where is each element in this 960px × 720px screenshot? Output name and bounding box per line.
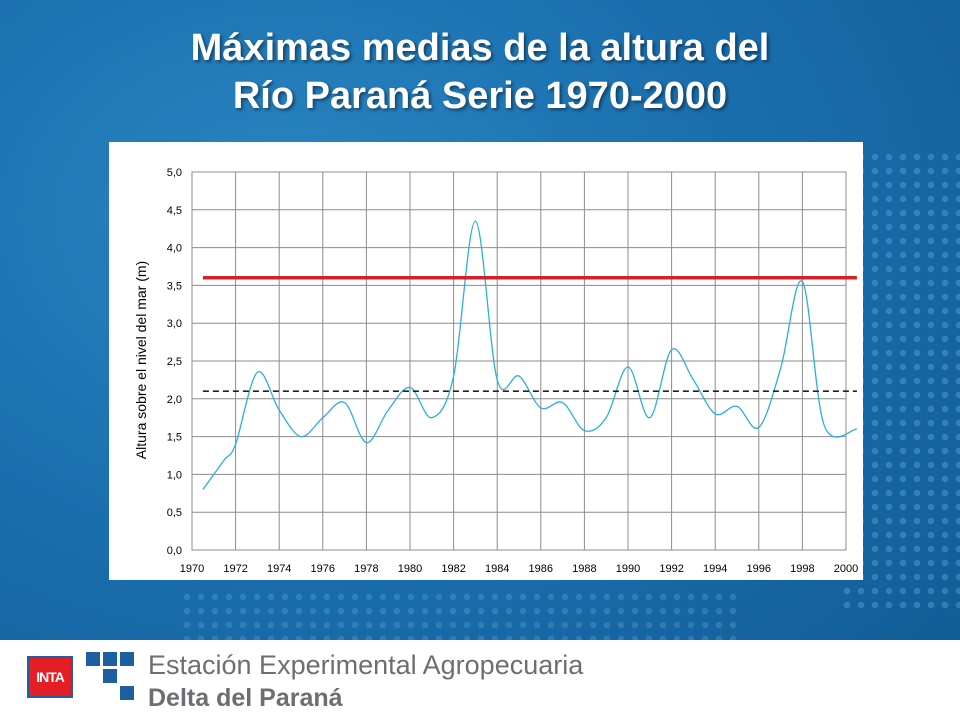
x-tick-label: 1998 <box>790 563 814 575</box>
x-tick-label: 1990 <box>616 563 640 575</box>
x-tick-label: 1974 <box>267 563 291 575</box>
y-tick-label: 0,5 <box>167 507 182 519</box>
x-tick-label: 1986 <box>529 563 553 575</box>
y-tick-label: 3,0 <box>167 318 182 330</box>
x-tick-label: 1978 <box>354 563 378 575</box>
line-chart: 0,00,51,01,52,02,53,03,54,04,55,0 1970 19… <box>133 167 858 575</box>
y-tick-label: 2,0 <box>167 394 182 406</box>
x-axis: 1970 1972 1974 1976 1978 1980 1982 1984 1986 1988… <box>180 563 858 575</box>
x-tick-label: 1970 <box>180 563 204 575</box>
x-tick-label: 1980 <box>398 563 422 575</box>
slide-title: Máximas medias de la altura del Río Para… <box>40 24 920 120</box>
y-tick-label: 2,5 <box>167 356 182 368</box>
series-layer <box>202 220 858 490</box>
y-tick-label: 3,5 <box>167 280 182 292</box>
chart-panel: 0,0 0,5 1,0 1,5 2,0 2,5 3,0 3,5 4,0 4,5 5,0 1970 19… <box>109 142 863 580</box>
inta-logo: INTA <box>27 656 73 698</box>
y-tick-label: 4,5 <box>167 205 182 217</box>
y-tick-label: 5,0 <box>167 167 182 179</box>
grid <box>191 171 847 551</box>
x-tick-label: 1996 <box>747 563 771 575</box>
slide-title-line2: Río Paraná Serie 1970-2000 <box>232 75 728 117</box>
y-axis-label: Altura sobre el nivel del mar (m) <box>133 261 149 459</box>
y-tick-label: 0,0 <box>167 545 182 557</box>
x-tick-label: 1976 <box>311 563 335 575</box>
x-tick-label: 1982 <box>441 563 465 575</box>
x-tick-label: 1972 <box>223 563 247 575</box>
x-tick-label: 1992 <box>659 563 683 575</box>
series-line-altura <box>202 220 858 490</box>
y-tick-label: 1,0 <box>167 469 182 481</box>
org-location: Delta del Paraná <box>148 684 343 712</box>
x-tick-label: 1984 <box>485 563 509 575</box>
y-axis: 0,0 0,5 1,0 1,5 2,0 2,5 3,0 3,5 4,0 4,5 5,0 <box>167 167 182 557</box>
eea-logo-icon <box>86 652 134 700</box>
x-tick-label: 2000 <box>834 563 858 575</box>
y-tick-label: 4,0 <box>167 243 182 255</box>
decorative-dots <box>180 590 740 640</box>
org-name: Estación Experimental Agropecuaria <box>148 650 584 680</box>
slide-title-line1: Máximas medias de la altura del <box>190 27 770 69</box>
footer: INTA Estación Experimental Agropecuaria … <box>0 640 960 720</box>
x-tick-label: 1994 <box>703 563 727 575</box>
x-tick-label: 1988 <box>572 563 596 575</box>
y-tick-label: 1,5 <box>167 432 182 444</box>
